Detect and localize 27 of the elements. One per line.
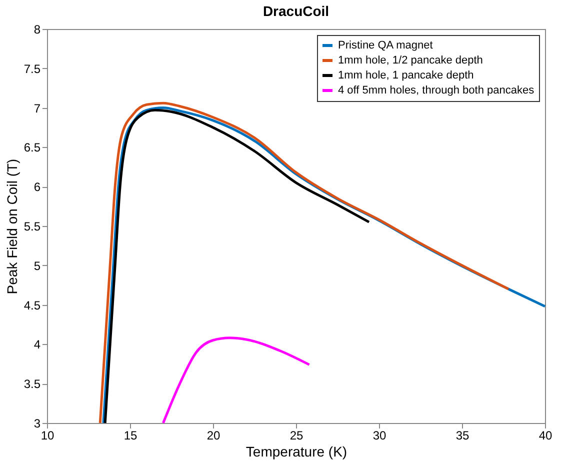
y-tick-label: 5.5 [24,220,41,234]
y-tick-label: 5 [34,258,41,273]
x-tick-label: 15 [124,428,138,442]
y-tick-label: 7 [34,101,41,116]
line-series [104,108,370,424]
x-tick-label: 10 [40,428,54,442]
x-tick-label: 35 [456,428,470,442]
y-axis-title: Peak Field on Coil (T) [4,158,20,294]
legend-label: 1mm hole, 1/2 pancake depth [338,54,483,66]
y-tick-label: 6.5 [24,140,41,155]
legend-label: 1mm hole, 1 pancake depth [338,70,474,82]
y-tick-label: 6 [34,180,41,194]
legend-label: 4 off 5mm holes, through both pancakes [338,84,535,96]
x-tick-label: 20 [206,428,220,442]
chart-title: DracuCoil [262,3,330,19]
x-tick-label: 40 [538,428,552,442]
x-axis-title: Temperature (K) [246,444,348,460]
y-tick-label: 3.5 [24,377,41,392]
y-tick-label: 4 [34,338,41,352]
y-tick-label: 4.5 [24,298,41,312]
y-tick-label: 7.5 [24,62,41,76]
line-series [162,336,311,424]
y-tick-label: 8 [34,22,41,36]
y-tick-label: 3 [34,416,41,430]
x-tick-label: 25 [290,428,304,442]
x-tick-label: 30 [372,428,386,442]
legend-label: Pristine QA magnet [338,40,433,52]
